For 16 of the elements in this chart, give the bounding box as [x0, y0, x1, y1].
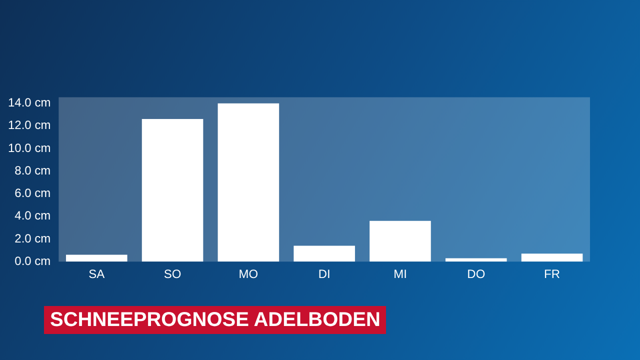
x-tick-label: FR: [544, 267, 560, 282]
x-tick-label: SA: [88, 267, 105, 282]
text: SCHNEEPROGNOSE ADELBODEN: [44, 306, 386, 334]
y-tick-label: 0.0 cm: [14, 254, 51, 268]
y-tick-label: 12.0 cm: [8, 118, 51, 132]
x-tick-label: DO: [467, 267, 486, 282]
y-tick-label: 14.0 cm: [8, 96, 51, 110]
y-tick-label: 8.0 cm: [14, 163, 51, 178]
x-tick-label: SO: [164, 267, 182, 282]
y-tick-label: 2.0 cm: [14, 231, 51, 246]
x-tick-label: MI: [394, 267, 407, 282]
y-tick-label: 4.0 cm: [14, 208, 51, 223]
x-tick-label: DI: [318, 267, 330, 282]
x-tick-label: MO: [238, 267, 258, 282]
y-tick-label: 10.0 cm: [8, 140, 51, 155]
y-tick-label: 6.0 cm: [14, 186, 51, 200]
